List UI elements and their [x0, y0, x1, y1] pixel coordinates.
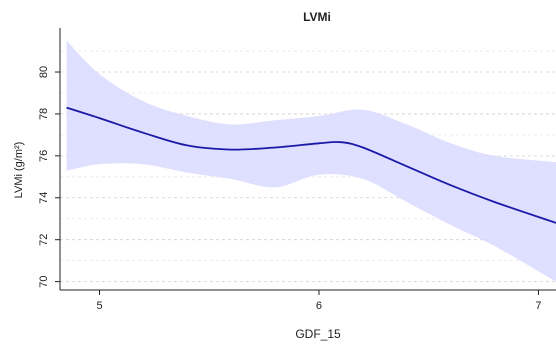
confidence-band-area	[66, 40, 556, 282]
y-tick-label-76: 76	[38, 150, 50, 162]
x-tick-label-7: 7	[535, 300, 541, 312]
x-axis-ticks: 5 6 7	[96, 290, 542, 312]
chart-title: LVMi	[303, 10, 331, 24]
y-tick-label-72: 72	[38, 234, 50, 246]
trend-line	[66, 106, 556, 224]
y-axis-ticks: 70 72 74 76 78 80	[38, 66, 60, 288]
x-axis-label: GDF_15	[295, 327, 341, 341]
y-tick-label-78: 78	[38, 108, 50, 120]
y-axis-label: LVMi (g/m²)	[13, 142, 25, 199]
y-tick-label-70: 70	[38, 275, 50, 287]
x-tick-label-6: 6	[316, 300, 322, 312]
trend-line-path	[66, 106, 556, 224]
y-tick-label-74: 74	[38, 192, 50, 204]
confidence-band	[66, 40, 556, 282]
y-tick-label-80: 80	[38, 66, 50, 78]
x-tick-label-5: 5	[96, 300, 102, 312]
